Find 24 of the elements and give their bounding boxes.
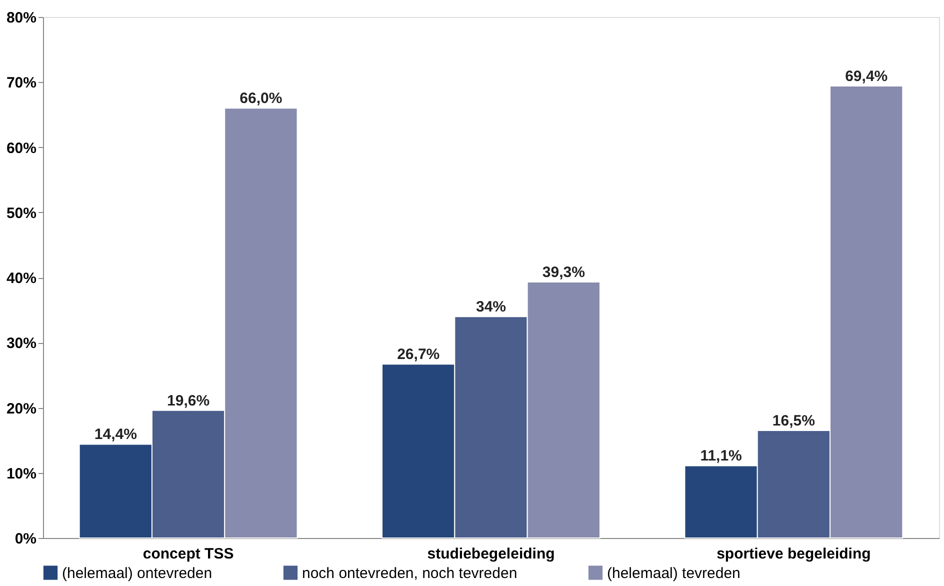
y-tick-label: 0% bbox=[14, 530, 36, 548]
x-tick-label: sportieve begeleiding bbox=[716, 546, 871, 562]
legend-label: (helemaal) tevreden bbox=[607, 564, 740, 582]
data-label: 14,4% bbox=[94, 426, 137, 444]
y-tick-label: 80% bbox=[6, 10, 36, 26]
legend-label: noch ontevreden, noch tevreden bbox=[302, 564, 518, 582]
y-tick-label: 20% bbox=[6, 400, 36, 418]
data-label: 26,7% bbox=[397, 346, 440, 364]
y-tick-label: 10% bbox=[6, 465, 36, 482]
y-tick-label: 50% bbox=[6, 204, 36, 222]
data-label: 19,6% bbox=[167, 392, 210, 410]
x-tick-label: concept TSS bbox=[142, 546, 234, 562]
y-tick-label: 30% bbox=[6, 335, 36, 352]
data-label: 11,1% bbox=[700, 448, 742, 465]
data-label: 66,0% bbox=[240, 90, 282, 108]
data-label: 39,3% bbox=[542, 264, 585, 282]
data-label: 69,4% bbox=[845, 68, 888, 86]
data-label: 16,5% bbox=[772, 412, 815, 430]
y-tick-label: 60% bbox=[6, 140, 36, 157]
data-label: 34% bbox=[476, 298, 506, 316]
legend-label: (helemaal) ontevreden bbox=[62, 564, 212, 582]
y-tick-label: 40% bbox=[6, 270, 36, 287]
y-tick-label: 70% bbox=[6, 74, 36, 92]
x-tick-label: studiebegeleiding bbox=[427, 546, 555, 562]
